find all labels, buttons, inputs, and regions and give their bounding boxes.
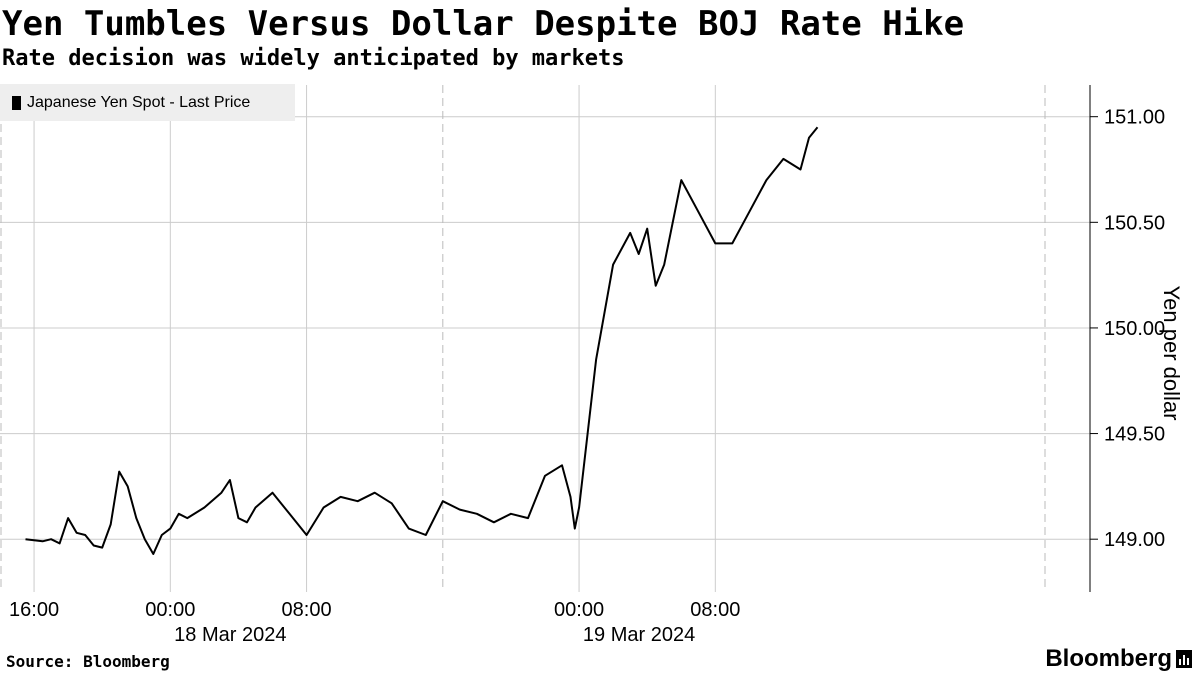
- legend: Japanese Yen Spot - Last Price: [0, 84, 295, 121]
- y-tick-label: 150.00: [1104, 318, 1165, 340]
- source-note: Source: Bloomberg: [6, 652, 170, 671]
- x-tick-label: 16:00: [9, 599, 59, 621]
- x-tick-label: 08:00: [282, 599, 332, 621]
- x-tick-label: 00:00: [145, 599, 195, 621]
- series-line-japanese-yen-spot: [25, 126, 819, 555]
- chart-title: Yen Tumbles Versus Dollar Despite BOJ Ra…: [2, 4, 965, 44]
- legend-swatch: [12, 95, 21, 110]
- y-tick-label: 150.50: [1104, 212, 1165, 234]
- day-separators: [0, 85, 1046, 592]
- y-axis: 149.00 149.50 150.00 150.50 151.00: [1089, 85, 1165, 592]
- chart-subtitle: Rate decision was widely anticipated by …: [2, 46, 625, 71]
- gridlines: [0, 85, 1090, 592]
- x-date-label: 19 Mar 2024: [583, 624, 695, 646]
- y-axis-title-wrap: Yen per dollar: [1126, 248, 1200, 458]
- y-axis-title: Yen per dollar: [1159, 285, 1184, 421]
- y-tick-label: 149.00: [1104, 529, 1165, 551]
- y-tick-label: 149.50: [1104, 424, 1165, 446]
- bloomberg-chart-icon: [1176, 650, 1192, 668]
- legend-label: Japanese Yen Spot - Last Price: [27, 93, 251, 111]
- x-tick-label: 08:00: [690, 599, 740, 621]
- x-date-label: 18 Mar 2024: [174, 624, 286, 646]
- y-tick-label: 151.00: [1104, 107, 1165, 129]
- x-tick-label: 00:00: [554, 599, 604, 621]
- bloomberg-logo: Bloomberg: [1045, 645, 1192, 673]
- x-axis: 16:00 00:00 18 Mar 2024 08:00 00:00 19 Mar 20…: [9, 599, 740, 646]
- brand-name: Bloomberg: [1045, 645, 1172, 672]
